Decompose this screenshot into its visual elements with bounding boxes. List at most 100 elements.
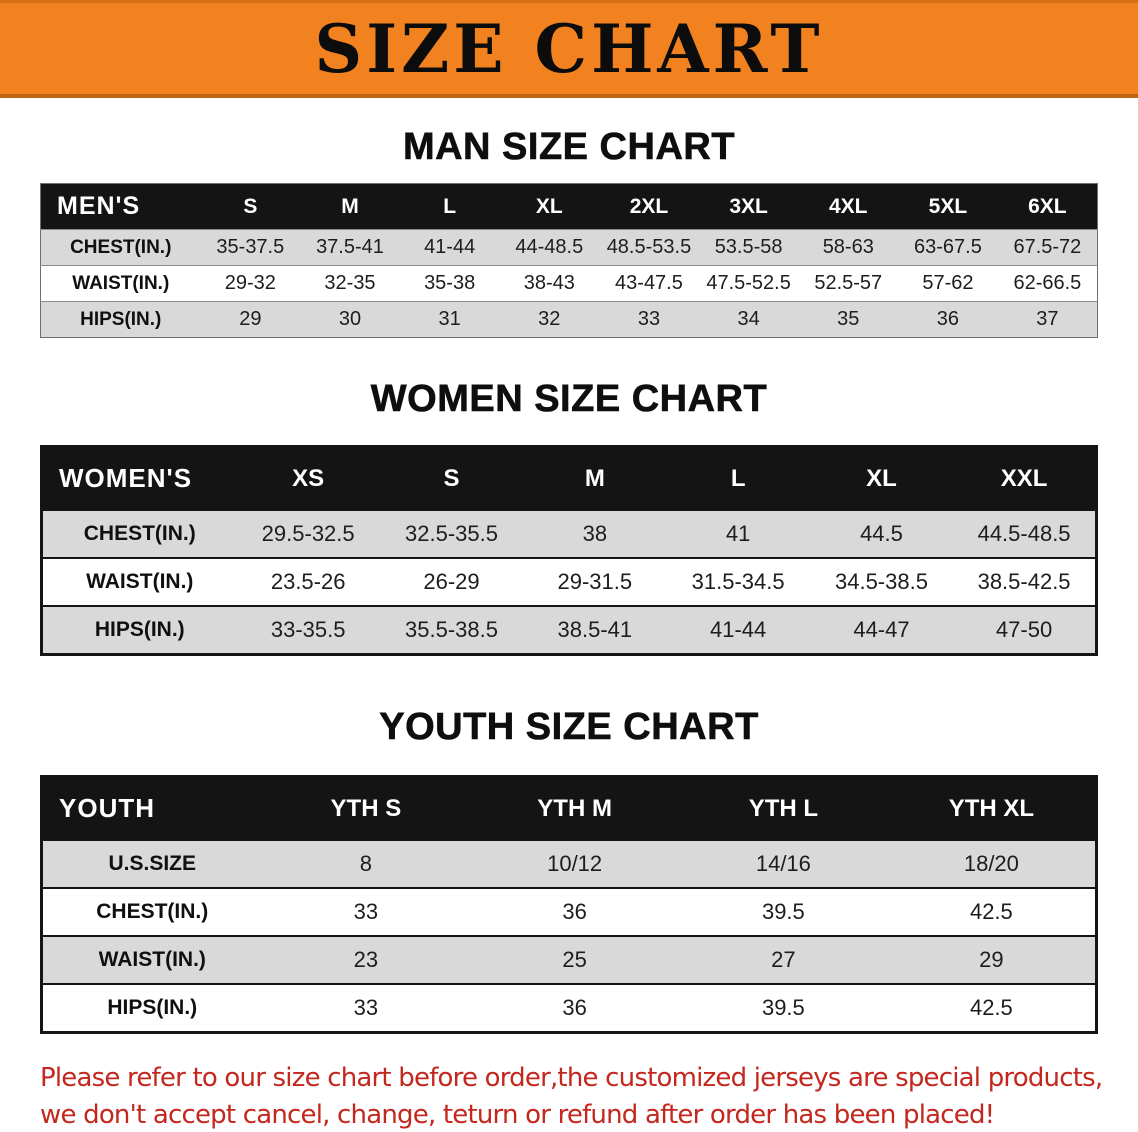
men-size-column-header: L [399,183,500,230]
size-value: 33-35.5 [236,605,380,655]
youth-size-heading: YOUTH SIZE CHART [379,706,759,749]
women-corner-label: WOMEN'S [41,446,237,510]
size-value: 44-48.5 [499,229,600,266]
women-table-row: WAIST(IN.) 23.5-26 26-29 29-31.5 31.5-34.5 34… [41,557,1097,606]
size-value: 47.5-52.5 [698,265,799,302]
women-size-column-header: XL [809,446,954,510]
youth-table-row: WAIST(IN.) 23 25 27 29 [41,935,1097,984]
youth-table-row: HIPS(IN.) 33 36 39.5 42.5 [41,983,1097,1033]
men-size-column-header: 3XL [698,183,799,230]
size-value: 47-50 [953,605,1097,655]
size-value: 27 [679,935,888,984]
women-size-column-header: L [666,446,810,510]
disclaimer-text: Please refer to our size chart before or… [40,1060,1118,1132]
men-size-table: MEN'S S M L XL 2XL 3XL 4XL 5XL 6XL CHEST(IN.) 35-37… [40,183,1098,338]
men-size-column-header: 4XL [798,183,899,230]
size-value: 38.5-42.5 [953,557,1097,606]
women-header-row: WOMEN'S XS S M L XL XXL [41,446,1097,510]
women-size-table: WOMEN'S XS S M L XL XXL CHEST(IN.) 29.5-32.5 32.5… [40,445,1098,656]
size-value: 41 [666,509,810,558]
men-size-column-header: S [200,183,301,230]
size-value: 35.5-38.5 [379,605,524,655]
youth-size-column-header: YTH XL [887,776,1097,840]
row-label: HIPS(IN.) [41,605,237,655]
row-label: WAIST(IN.) [40,265,201,302]
size-value: 29-32 [200,265,301,302]
size-value: 35-37.5 [200,229,301,266]
size-value: 38.5-41 [523,605,667,655]
size-value: 33 [599,301,699,338]
women-size-column-header: M [523,446,667,510]
row-label: WAIST(IN.) [41,935,262,984]
size-chart-banner: SIZE CHART [0,0,1138,98]
size-value: 36 [470,887,679,936]
youth-header-row: YOUTH YTH S YTH M YTH L YTH XL [41,776,1097,840]
row-label: CHEST(IN.) [41,887,262,936]
men-size-column-header: M [300,183,400,230]
size-value: 43-47.5 [599,265,699,302]
size-value: 39.5 [679,887,888,936]
disclaimer-line-2: we don't accept cancel, change, teturn o… [40,1099,995,1130]
row-label: HIPS(IN.) [41,983,262,1033]
size-value: 29-31.5 [523,557,667,606]
women-size-section: WOMEN SIZE CHART WOMEN'S XS S M L XL XXL CHEST(… [0,378,1138,656]
size-value: 10/12 [470,839,679,888]
size-value: 41-44 [666,605,810,655]
size-value: 42.5 [887,983,1097,1033]
men-table-row: HIPS(IN.) 29 30 31 32 33 34 35 36 37 [40,301,1098,338]
women-size-heading: WOMEN SIZE CHART [370,378,768,421]
youth-corner-label: YOUTH [41,776,262,840]
size-value: 23 [261,935,471,984]
size-value: 42.5 [887,887,1097,936]
size-value: 23.5-26 [236,557,380,606]
size-value: 33 [261,983,471,1033]
size-value: 30 [300,301,400,338]
size-value: 44.5-48.5 [953,509,1097,558]
row-label: U.S.SIZE [41,839,262,888]
size-value: 48.5-53.5 [599,229,699,266]
row-label: WAIST(IN.) [41,557,237,606]
women-table-row: CHEST(IN.) 29.5-32.5 32.5-35.5 38 41 44.5 44.5… [41,509,1097,558]
size-value: 14/16 [679,839,888,888]
men-size-heading: MAN SIZE CHART [402,126,736,169]
size-value: 37 [997,301,1098,338]
size-value: 57-62 [898,265,998,302]
men-size-column-header: 5XL [898,183,998,230]
size-value: 41-44 [399,229,500,266]
size-value: 52.5-57 [798,265,899,302]
size-value: 36 [898,301,998,338]
youth-table-row: U.S.SIZE 8 10/12 14/16 18/20 [41,839,1097,888]
youth-size-table: YOUTH YTH S YTH M YTH L YTH XL U.S.SIZE 8 10/12… [40,775,1098,1034]
youth-size-column-header: YTH S [261,776,471,840]
men-table-row: WAIST(IN.) 29-32 32-35 35-38 38-43 43-47.5 47.… [40,265,1098,302]
size-value: 8 [261,839,471,888]
size-value: 34.5-38.5 [809,557,954,606]
men-corner-label: MEN'S [40,183,201,230]
men-size-section: MAN SIZE CHART MEN'S S M L XL 2XL 3XL 4XL 5XL 6XL… [0,126,1138,338]
men-size-column-header: 6XL [997,183,1098,230]
size-value: 38 [523,509,667,558]
size-value: 34 [698,301,799,338]
size-value: 31.5-34.5 [666,557,810,606]
size-value: 18/20 [887,839,1097,888]
size-value: 35-38 [399,265,500,302]
size-value: 37.5-41 [300,229,400,266]
youth-size-column-header: YTH L [679,776,888,840]
size-value: 36 [470,983,679,1033]
size-value: 39.5 [679,983,888,1033]
youth-size-column-header: YTH M [470,776,679,840]
page-title: SIZE CHART [314,9,824,88]
row-label: CHEST(IN.) [41,509,237,558]
size-value: 63-67.5 [898,229,998,266]
size-value: 29 [200,301,301,338]
men-table-row: CHEST(IN.) 35-37.5 37.5-41 41-44 44-48.5 48.5… [40,229,1098,266]
size-value: 58-63 [798,229,899,266]
size-value: 32.5-35.5 [379,509,524,558]
women-table-row: HIPS(IN.) 33-35.5 35.5-38.5 38.5-41 41-44 44-… [41,605,1097,655]
size-value: 26-29 [379,557,524,606]
size-value: 32 [499,301,600,338]
size-value: 31 [399,301,500,338]
youth-table-row: CHEST(IN.) 33 36 39.5 42.5 [41,887,1097,936]
size-value: 33 [261,887,471,936]
